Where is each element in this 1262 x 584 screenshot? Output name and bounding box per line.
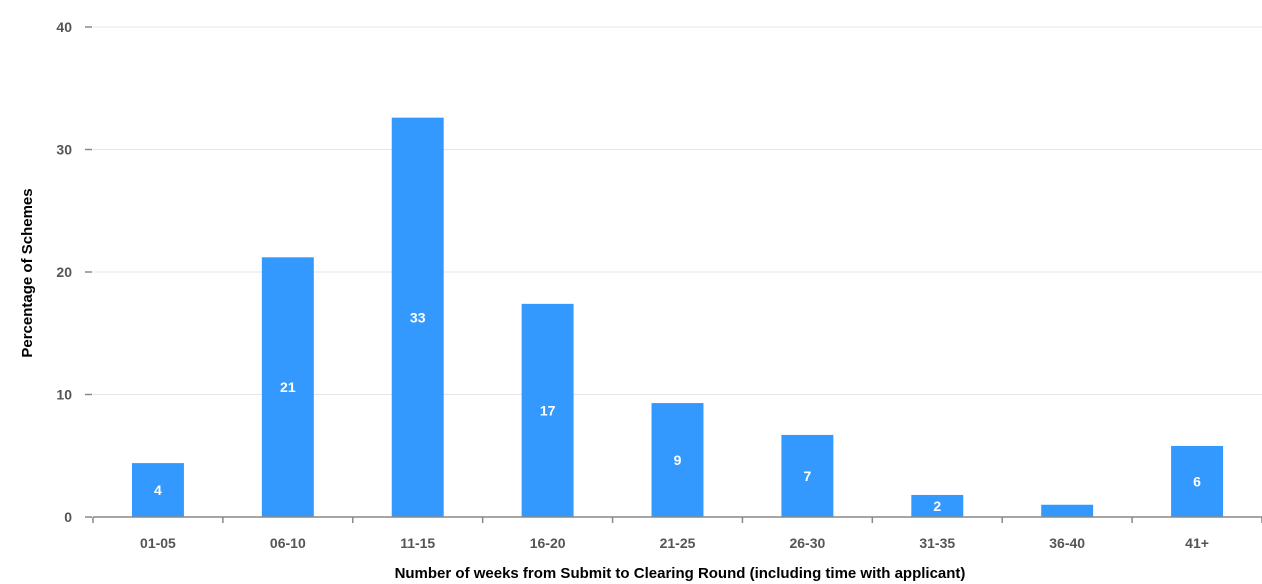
y-tick-label: 40	[56, 19, 72, 35]
data-label: 7	[803, 468, 811, 484]
y-tick-label: 10	[56, 387, 72, 403]
y-tick-label: 0	[64, 509, 72, 525]
bar-41+	[1171, 445, 1224, 517]
data-labels: 4 21 33 17 9 7 2 6	[154, 309, 1201, 514]
data-label: 6	[1193, 473, 1201, 489]
bar-16-20	[521, 303, 574, 517]
bar-26-30	[781, 434, 834, 517]
bar-06-10	[261, 257, 314, 517]
bar-01-05	[131, 463, 184, 517]
bar-31-35	[911, 494, 964, 517]
x-tick-label: 36-40	[1049, 535, 1085, 551]
data-label: 21	[280, 379, 296, 395]
data-label: 17	[540, 402, 556, 418]
x-tick-label: 16-20	[530, 535, 566, 551]
y-tick-label: 30	[56, 142, 72, 158]
bar-11-15	[391, 117, 444, 518]
data-label: 4	[154, 482, 162, 498]
y-axis-title: Percentage of Schemes	[19, 188, 36, 357]
x-axis-title: Number of weeks from Submit to Clearing …	[395, 565, 966, 582]
bars	[131, 117, 1224, 518]
x-tick-label: 26-30	[789, 535, 825, 551]
y-tick-label: 20	[56, 264, 72, 280]
data-label: 9	[674, 452, 682, 468]
bar-36-40	[1041, 504, 1094, 517]
data-label: 2	[933, 498, 941, 514]
bar-21-25	[651, 403, 704, 517]
x-tick-label: 06-10	[270, 535, 306, 551]
x-tick-label: 11-15	[400, 535, 435, 551]
axes: 0 10 20 30 40 01-05 06-10 11-15 16-20 21-25 26-30 3…	[56, 19, 1262, 551]
data-label: 33	[410, 309, 426, 325]
x-tick-label: 01-05	[140, 535, 176, 551]
x-tick-label: 21-25	[660, 535, 696, 551]
x-tick-label: 31-35	[919, 535, 955, 551]
x-tick-label: 41+	[1185, 535, 1209, 551]
